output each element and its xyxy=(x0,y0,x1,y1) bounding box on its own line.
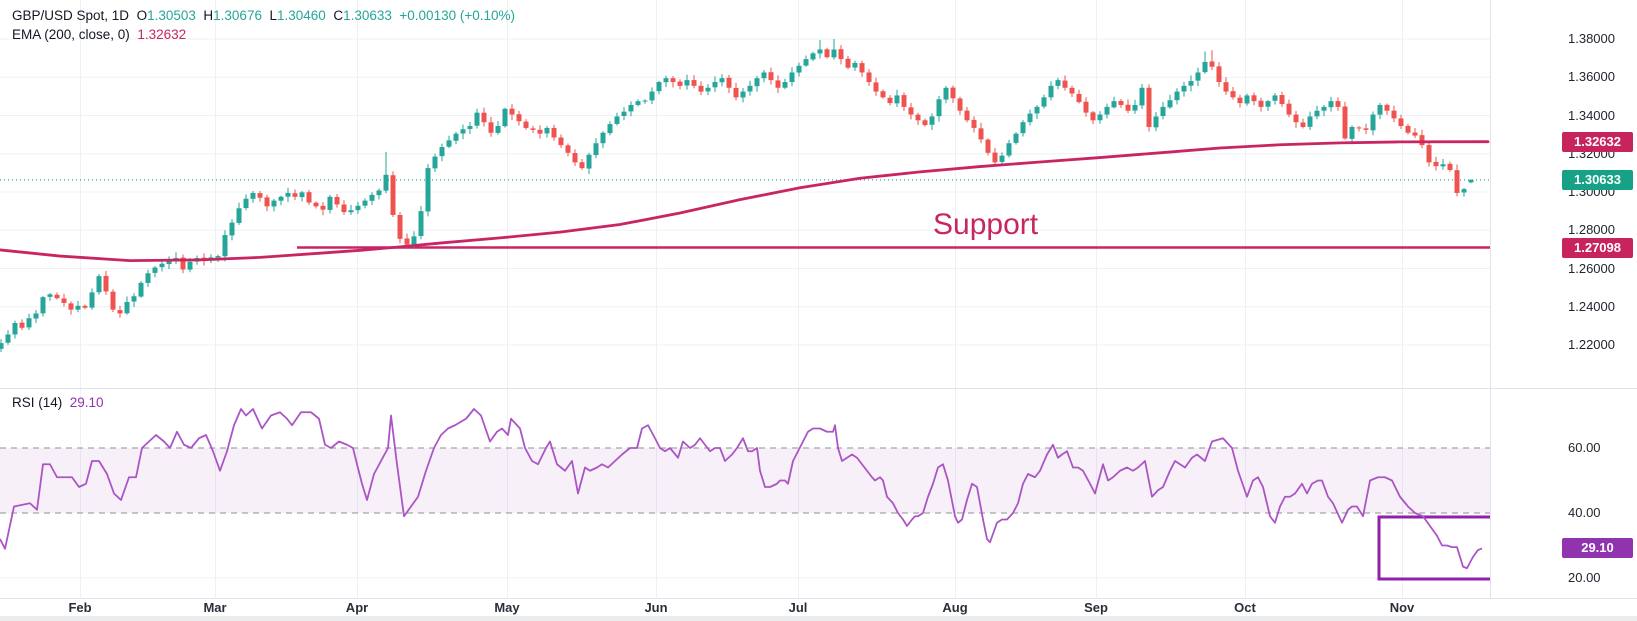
rsi-label: RSI (14) xyxy=(12,395,63,410)
rsi-tick-label: 60.00 xyxy=(1568,440,1601,455)
rsi-tick-label: 40.00 xyxy=(1568,505,1601,520)
ema-value: 1.32632 xyxy=(137,27,187,42)
price-tick-label: 1.34000 xyxy=(1568,107,1615,123)
ema-label: EMA (200, close, 0) xyxy=(12,27,130,42)
month-label-oct[interactable]: Oct xyxy=(1234,600,1256,615)
time-axis-scale[interactable] xyxy=(0,598,1637,617)
close-label: C xyxy=(333,8,344,23)
footer-strip xyxy=(0,616,1637,621)
support-price-badge: 1.27098 xyxy=(1562,237,1633,258)
month-label-aug[interactable]: Aug xyxy=(942,600,968,615)
open-value: 1.30503 xyxy=(147,8,196,23)
rsi-band xyxy=(0,447,1490,579)
high-value: 1.30676 xyxy=(213,8,262,23)
rsi-tick-label: 20.00 xyxy=(1568,570,1601,585)
pane-divider[interactable] xyxy=(0,388,1637,389)
ema-price-badge: 1.32632 xyxy=(1562,131,1633,152)
month-label-mar[interactable]: Mar xyxy=(203,600,227,615)
candlestick-series[interactable] xyxy=(0,39,1474,353)
last-price-badge: 1.30633 xyxy=(1562,169,1633,190)
rsi-value-badge: 29.10 xyxy=(1562,538,1633,559)
rsi-legend[interactable]: RSI (14) 29.10 xyxy=(12,395,104,410)
rsi-line[interactable] xyxy=(0,408,1483,570)
month-label-jun[interactable]: Jun xyxy=(644,600,668,615)
month-label-may[interactable]: May xyxy=(494,600,520,615)
low-value: 1.30460 xyxy=(277,8,326,23)
price-tick-label: 1.38000 xyxy=(1568,31,1615,46)
price-tick-label: 1.36000 xyxy=(1568,69,1615,85)
price-tick-label: 1.24000 xyxy=(1568,298,1615,314)
month-label-jul[interactable]: Jul xyxy=(788,600,808,615)
support-annotation-label[interactable]: Support xyxy=(933,208,1039,241)
gridlines xyxy=(0,0,1490,598)
low-label: L xyxy=(269,8,277,23)
price-tick-label: 1.26000 xyxy=(1568,260,1615,276)
month-label-nov[interactable]: Nov xyxy=(1389,600,1415,615)
open-label: O xyxy=(136,8,148,23)
rsi-value: 29.10 xyxy=(69,395,104,410)
close-value: 1.30633 xyxy=(343,8,392,23)
ema-200-line[interactable] xyxy=(0,140,1490,263)
rsi-axis-scale[interactable] xyxy=(1490,389,1637,598)
price-tick-label: 1.28000 xyxy=(1568,222,1615,238)
month-label-sep[interactable]: Sep xyxy=(1084,600,1108,615)
month-label-feb[interactable]: Feb xyxy=(68,600,92,615)
change-value: +0.00130 (+0.10%) xyxy=(399,8,515,23)
price-tick-label: 1.22000 xyxy=(1568,337,1615,352)
ema-legend[interactable]: EMA (200, close, 0) 1.32632 xyxy=(12,27,186,42)
symbol-legend[interactable]: GBP/USD Spot, 1D O1.30503 H1.30676 L1.30… xyxy=(12,8,515,23)
price-axis-scale[interactable] xyxy=(1490,0,1637,388)
month-label-apr[interactable]: Apr xyxy=(345,600,369,615)
high-label: H xyxy=(203,8,214,23)
symbol-title: GBP/USD Spot, 1D xyxy=(12,8,130,23)
